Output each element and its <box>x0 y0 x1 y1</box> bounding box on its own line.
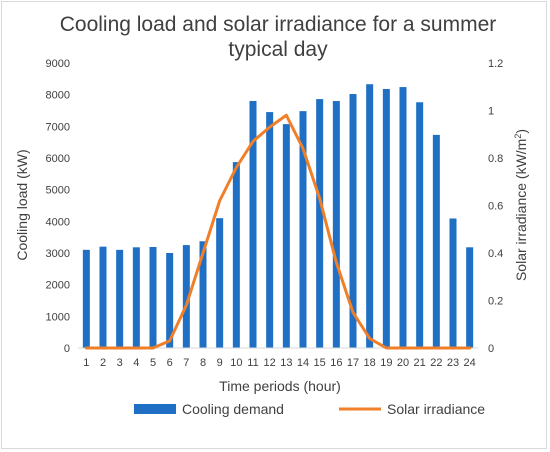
y2-tick-label: 1.2 <box>488 58 503 70</box>
y-tick-label: 5000 <box>46 185 70 197</box>
bar-cooling-demand <box>449 218 457 348</box>
x-tick-label: 7 <box>183 357 189 369</box>
x-tick-label: 13 <box>280 357 292 369</box>
y-tick-label: 6000 <box>46 153 70 165</box>
x-tick-label: 2 <box>100 357 106 369</box>
bar-cooling-demand <box>116 249 124 348</box>
bar-cooling-demand <box>349 94 357 349</box>
x-tick-label: 1 <box>83 357 89 369</box>
y-axis-title: Cooling load (kW) <box>14 149 30 260</box>
y-tick-label: 1000 <box>46 311 70 323</box>
x-tick-label: 22 <box>430 357 442 369</box>
bar-cooling-demand <box>249 101 257 348</box>
bar-cooling-demand <box>149 246 157 348</box>
x-axis-title: Time periods (hour) <box>219 378 341 394</box>
y-tick-label: 3000 <box>46 248 70 260</box>
bar-cooling-demand <box>399 87 407 349</box>
x-tick-label: 15 <box>314 357 326 369</box>
legend-label-solar-irradiance: Solar irradiance <box>387 401 485 417</box>
bar-cooling-demand <box>382 88 390 348</box>
bar-cooling-demand <box>99 246 107 348</box>
x-tick-label: 18 <box>364 357 376 369</box>
legend-label-cooling-demand: Cooling demand <box>182 401 284 417</box>
bar-cooling-demand <box>366 84 374 348</box>
y-tick-label: 0 <box>64 343 70 355</box>
bar-cooling-demand <box>432 134 440 348</box>
x-tick-label: 19 <box>380 357 392 369</box>
bar-cooling-demand <box>216 218 224 348</box>
bar-cooling-demand <box>82 249 90 348</box>
x-tick-label: 3 <box>117 357 123 369</box>
bar-cooling-demand <box>332 101 340 348</box>
y2-tick-label: 0.6 <box>488 201 503 213</box>
bar-cooling-demand <box>299 111 307 348</box>
x-tick-label: 10 <box>230 357 242 369</box>
y2-tick-label: 0.8 <box>488 153 503 165</box>
bar-series <box>82 84 474 349</box>
bar-cooling-demand <box>166 253 174 348</box>
bar-cooling-demand <box>182 245 190 348</box>
bar-cooling-demand <box>466 247 474 348</box>
chart-title-line-2: typical day <box>228 38 328 61</box>
bar-cooling-demand <box>199 241 207 348</box>
x-tick-label: 24 <box>464 357 476 369</box>
x-tick-label: 14 <box>297 357 309 369</box>
y-tick-label: 2000 <box>46 280 70 292</box>
y-tick-label: 8000 <box>46 90 70 102</box>
x-tick-label: 4 <box>133 357 139 369</box>
y-tick-label: 7000 <box>46 121 70 133</box>
x-tick-label: 16 <box>330 357 342 369</box>
x-tick-label: 6 <box>167 357 173 369</box>
bar-cooling-demand <box>232 162 240 348</box>
solar-irradiance-line <box>84 113 472 350</box>
y2-axis-ticks: 0 0.2 0.4 0.6 0.8 1 1.2 <box>488 58 503 355</box>
y-tick-label: 9000 <box>46 58 70 70</box>
x-tick-label: 21 <box>414 357 426 369</box>
bar-cooling-demand <box>132 247 140 348</box>
y2-tick-label: 0 <box>488 343 494 355</box>
y2-axis-title-main: Solar irradiance (kW/m <box>513 139 529 281</box>
x-tick-label: 12 <box>264 357 276 369</box>
y2-tick-label: 1 <box>488 106 494 118</box>
bar-cooling-demand <box>316 99 324 348</box>
x-tick-label: 11 <box>247 357 258 369</box>
legend: Cooling demand Solar irradiance <box>134 401 485 417</box>
x-tick-label: 9 <box>217 357 223 369</box>
x-tick-label: 20 <box>397 357 409 369</box>
bar-cooling-demand <box>282 124 290 348</box>
x-axis-ticks: 1 2 3 4 5 6 7 8 9 10 11 12 13 14 15 16 17 18 19 20 21 22 23 24 <box>83 357 476 369</box>
x-tick-label: 23 <box>447 357 459 369</box>
chart-title-line-1: Cooling load and solar irradiance for a … <box>60 13 497 36</box>
bar-cooling-demand <box>266 112 274 348</box>
y2-axis-title-sup: 2 <box>513 134 523 139</box>
y2-axis-title-end: ) <box>513 129 529 134</box>
y2-tick-label: 0.2 <box>488 296 503 308</box>
y-tick-label: 4000 <box>46 216 70 228</box>
bar-cooling-demand <box>416 102 424 349</box>
x-tick-label: 5 <box>150 357 156 369</box>
y2-axis-title: Solar irradiance (kW/m2) <box>513 129 529 281</box>
y2-tick-label: 0.4 <box>488 248 503 260</box>
x-tick-label: 17 <box>347 357 359 369</box>
legend-swatch-cooling-demand <box>134 404 176 414</box>
x-tick-label: 8 <box>200 357 206 369</box>
y-axis-ticks: 0 1000 2000 3000 4000 5000 6000 7000 8000 9000 <box>46 58 70 355</box>
